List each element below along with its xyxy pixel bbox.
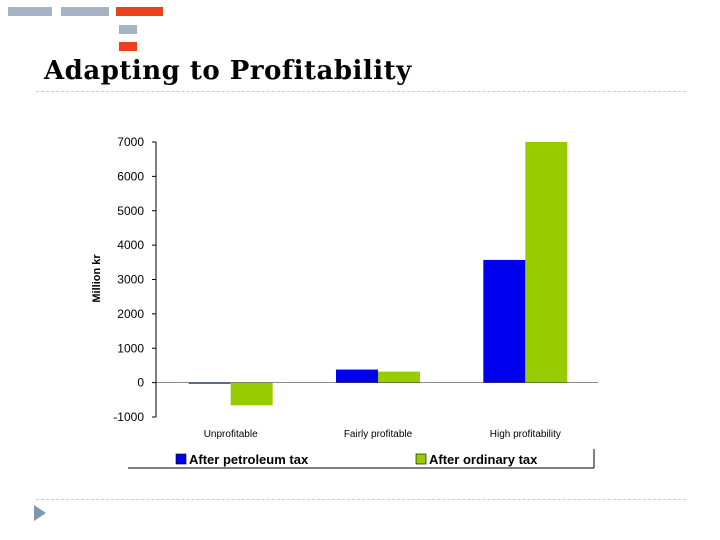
y-axis-title: Million kr	[91, 254, 103, 303]
header-bar-gray-1	[8, 7, 52, 16]
y-tick-label: 0	[137, 376, 144, 390]
page-title: Adapting to Profitability	[44, 56, 412, 86]
header-bar-orange	[116, 7, 163, 16]
x-tick-label: High profitability	[490, 429, 561, 440]
bar-ordinary-2	[525, 142, 568, 383]
title-divider	[36, 91, 686, 92]
header-bar-gray-2	[61, 7, 109, 16]
bar-ordinary-1	[378, 371, 420, 383]
y-tick-label: 4000	[117, 238, 144, 252]
x-tick-label: Unprofitable	[204, 429, 258, 440]
header-square-gray	[119, 25, 137, 34]
legend-label: After ordinary tax	[429, 452, 538, 467]
y-tick-label: 2000	[117, 307, 144, 321]
bar-petroleum-1	[336, 369, 378, 383]
header-square-orange	[119, 42, 137, 51]
y-tick-label: 7000	[117, 135, 144, 149]
footer-divider	[36, 499, 686, 500]
y-tick-label: -1000	[113, 410, 144, 424]
y-tick-label: 3000	[117, 273, 144, 287]
legend-swatch	[415, 453, 427, 465]
play-arrow-icon[interactable]	[34, 505, 46, 521]
y-tick-label: 6000	[117, 169, 144, 183]
legend-label: After petroleum tax	[189, 452, 309, 467]
y-tick-label: 1000	[117, 341, 144, 355]
legend-swatch	[175, 453, 187, 465]
bar-petroleum-0	[188, 382, 231, 384]
bar-petroleum-2	[483, 259, 526, 383]
bar-ordinary-0	[230, 382, 273, 406]
y-tick-label: 5000	[117, 204, 144, 218]
x-tick-label: Fairly profitable	[344, 429, 413, 440]
